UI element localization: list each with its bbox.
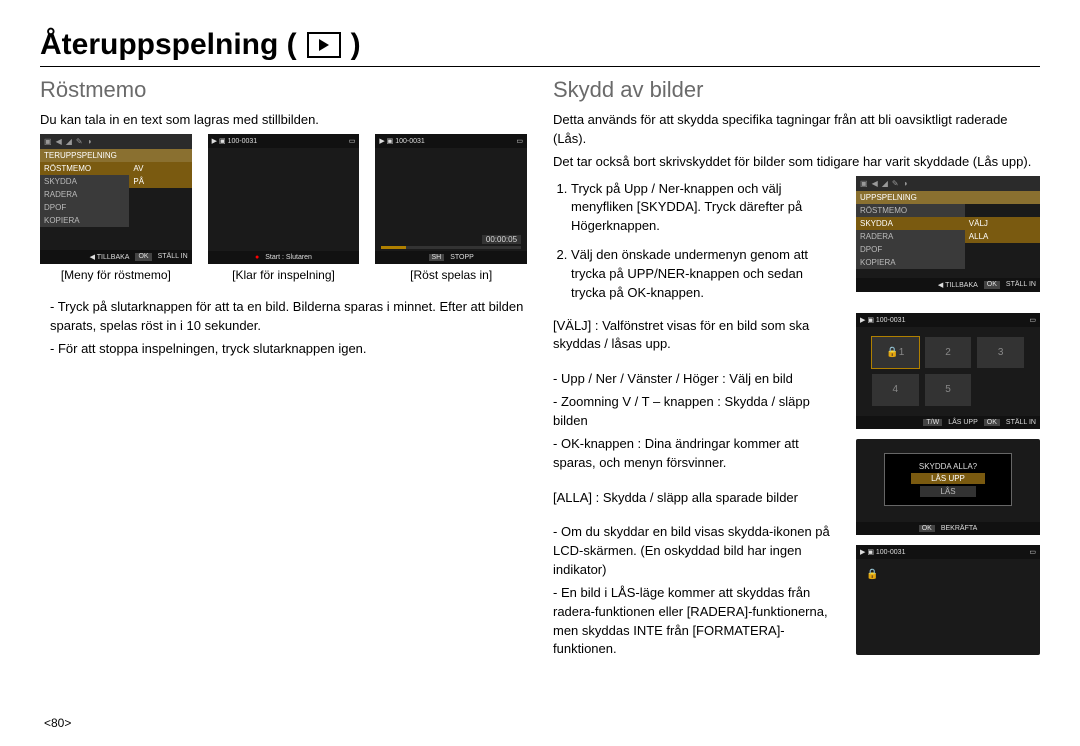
lcd-tabs: ▣◀◢✎◑	[40, 134, 192, 149]
lock-icon: 🔒	[866, 569, 878, 580]
play-icon	[307, 32, 341, 58]
lock-icon: 🔒	[886, 347, 898, 358]
captions: [Meny för röstmemo] [Klar för inspelning…	[40, 268, 527, 282]
r-intro1: Detta används för att skydda specifika t…	[553, 111, 1040, 149]
lcd-dialog: SKYDDA ALLA? LÅS UPP LÅS OK BEKRÄFTA	[856, 439, 1040, 535]
lcd-grid: ▶ ▣ 100-0031▭ 🔒 1 23 45 T/W LÅS UPP OK S…	[856, 313, 1040, 429]
lcd-bottom: ◀ TILLBAKA OK STÄLL IN	[40, 250, 192, 264]
right-heading: Skydd av bilder	[553, 77, 1040, 103]
tab-icon: ▣	[44, 137, 52, 146]
col-right: Skydd av bilder Detta används för att sk…	[553, 77, 1040, 675]
title-rule	[40, 66, 1040, 67]
lcd-single: ▶ ▣ 100-0031▭ 🔒	[856, 545, 1040, 655]
lcd-recording: ▶ ▣ 100-0031▭ 00:00:05 SHSTOPP	[375, 134, 527, 264]
left-intro: Du kan tala in en text som lagras med st…	[40, 111, 527, 130]
lcd-skydda-menu: ▣◀◢✎◑ UPPSPELNING RÖSTMEMOSKYDDAVÄLJRADE…	[856, 176, 1040, 292]
col-left: Röstmemo Du kan tala in en text som lagr…	[40, 77, 527, 675]
page-title: Återuppspelning ( )	[40, 28, 1040, 62]
title-text: Återuppspelning (	[40, 28, 297, 62]
left-bullets: Tryck på slutarknappen för att ta en bil…	[40, 298, 527, 359]
mic-icon: ●	[255, 254, 259, 261]
page-number: <80>	[44, 716, 71, 730]
lcd-menu: ▣◀◢✎◑ TERUPPSPELNING RÖSTMEMOAVSKYDDAPÅR…	[40, 134, 192, 264]
menu-title: TERUPPSPELNING	[40, 149, 192, 162]
steps: Tryck på Upp / Ner-knappen och välj meny…	[553, 180, 836, 303]
lcd-row: ▣◀◢✎◑ TERUPPSPELNING RÖSTMEMOAVSKYDDAPÅR…	[40, 134, 527, 264]
left-heading: Röstmemo	[40, 77, 527, 103]
title-end: )	[351, 28, 361, 62]
lcd-ready: ▶ ▣ 100-0031▭ ● Start : Slutaren	[208, 134, 360, 264]
r-intro2: Det tar också bort skrivskyddet för bild…	[553, 153, 1040, 172]
